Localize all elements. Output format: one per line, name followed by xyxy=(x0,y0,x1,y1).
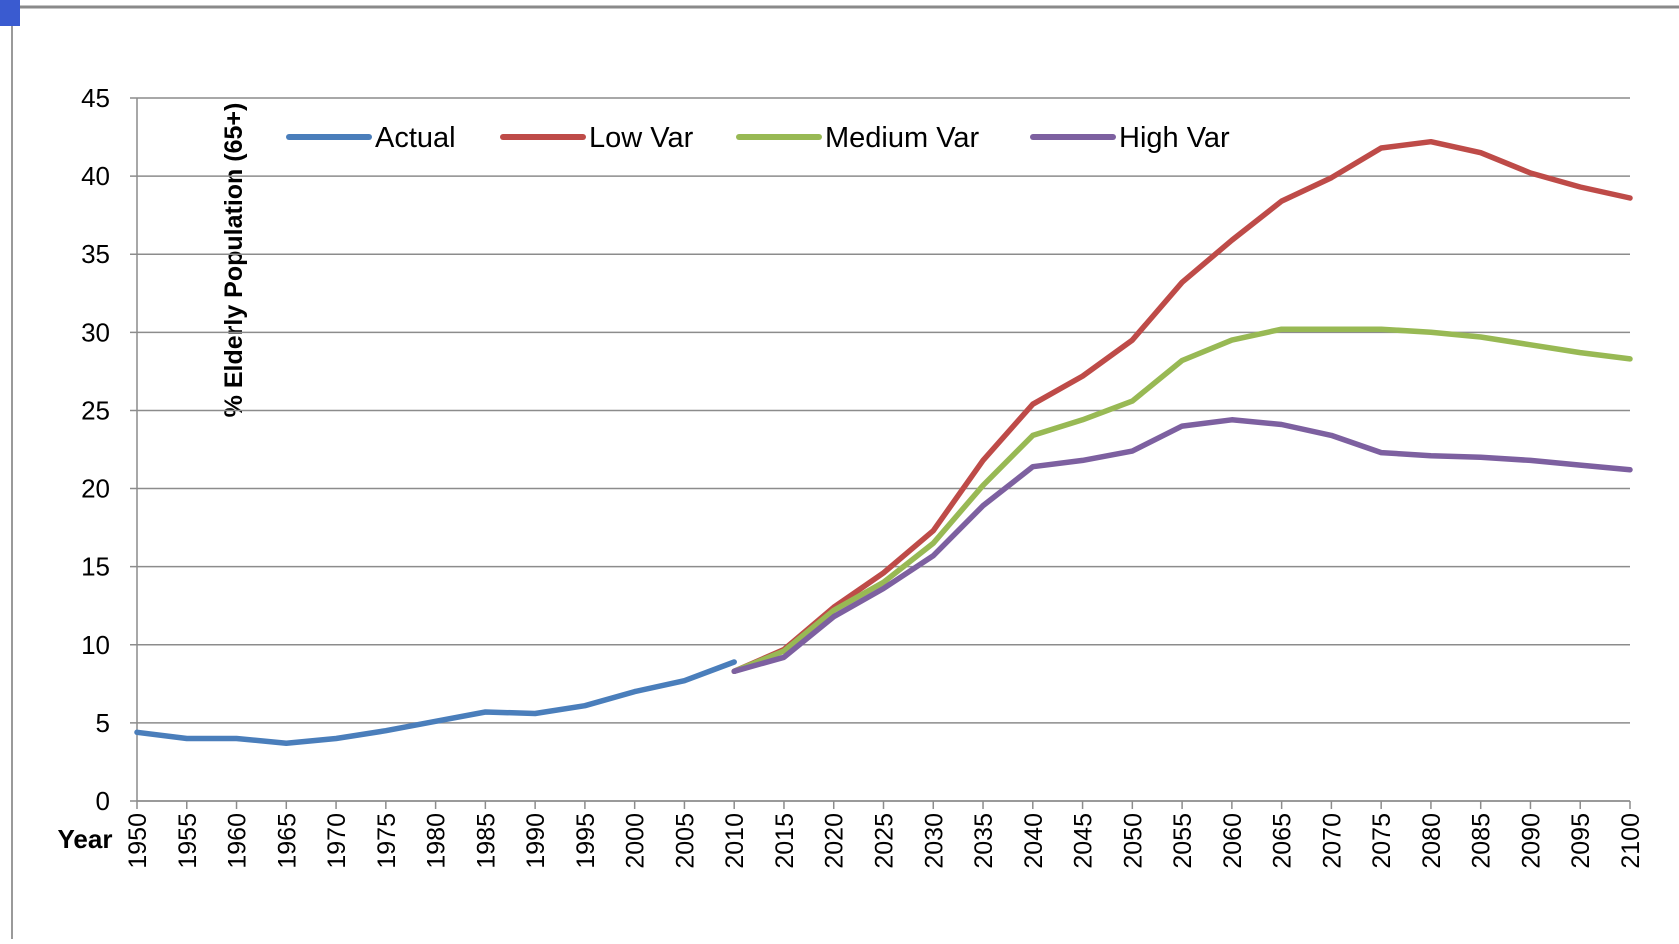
x-tick-label: 1965 xyxy=(273,813,301,869)
x-tick-label: 1980 xyxy=(423,813,451,869)
series-line xyxy=(731,326,1633,675)
y-tick-label: 20 xyxy=(81,474,110,504)
x-tick-label: 2020 xyxy=(821,813,849,869)
series-line xyxy=(731,138,1633,675)
y-tick-label: 5 xyxy=(96,708,110,738)
x-tick-label: 2090 xyxy=(1517,813,1545,869)
x-tick-label: 2030 xyxy=(920,813,948,869)
x-axis-label: Year xyxy=(58,824,113,854)
series-line xyxy=(134,659,737,746)
x-tick-label: 1975 xyxy=(373,813,401,869)
x-tick-label: 2000 xyxy=(622,813,650,869)
x-tick-label: 2095 xyxy=(1567,813,1595,869)
x-tick-label: 2100 xyxy=(1617,813,1645,869)
corner-mark xyxy=(0,0,20,26)
x-tick-label: 1950 xyxy=(124,813,152,869)
x-tick-label: 2040 xyxy=(1020,813,1048,869)
x-tick-label: 2055 xyxy=(1169,813,1197,869)
x-tick-label: 1985 xyxy=(472,813,500,869)
x-tick-label: 2015 xyxy=(771,813,799,869)
x-tick-label: 2045 xyxy=(1070,813,1098,869)
legend-label: Low Var xyxy=(589,122,694,154)
series-line xyxy=(731,417,1633,675)
x-tick-label: 1990 xyxy=(522,813,550,869)
x-tick-label: 1995 xyxy=(572,813,600,869)
x-tick-label: 2010 xyxy=(721,813,749,869)
x-tick-label: 1970 xyxy=(323,813,351,869)
x-tick-label: 1955 xyxy=(174,813,202,869)
x-tick-label: 1960 xyxy=(224,813,252,869)
legend-label: Actual xyxy=(375,122,456,154)
x-tick-label: 2070 xyxy=(1318,813,1346,869)
legend-label: Medium Var xyxy=(825,122,980,154)
x-tick-label: 2005 xyxy=(671,813,699,869)
x-tick-label: 2065 xyxy=(1269,813,1297,869)
x-tick-label: 2080 xyxy=(1418,813,1446,869)
y-tick-label: 35 xyxy=(81,239,110,269)
y-tick-label: 10 xyxy=(81,630,110,660)
y-tick-label: 15 xyxy=(81,552,110,582)
x-tick-label: 2075 xyxy=(1368,813,1396,869)
x-tick-label: 2085 xyxy=(1468,813,1496,869)
x-tick-label: 2050 xyxy=(1119,813,1147,869)
y-tick-label: 45 xyxy=(81,83,110,113)
x-tick-label: 2025 xyxy=(871,813,899,869)
y-tick-label: 0 xyxy=(96,786,110,816)
y-tick-label: 25 xyxy=(81,395,110,425)
y-axis-label: % Elderly Population (65+) xyxy=(220,103,248,418)
x-tick-label: 2035 xyxy=(970,813,998,869)
x-tick-label: 2060 xyxy=(1219,813,1247,869)
y-tick-label: 40 xyxy=(81,161,110,191)
y-tick-label: 30 xyxy=(81,317,110,347)
legend-label: High Var xyxy=(1119,122,1230,154)
